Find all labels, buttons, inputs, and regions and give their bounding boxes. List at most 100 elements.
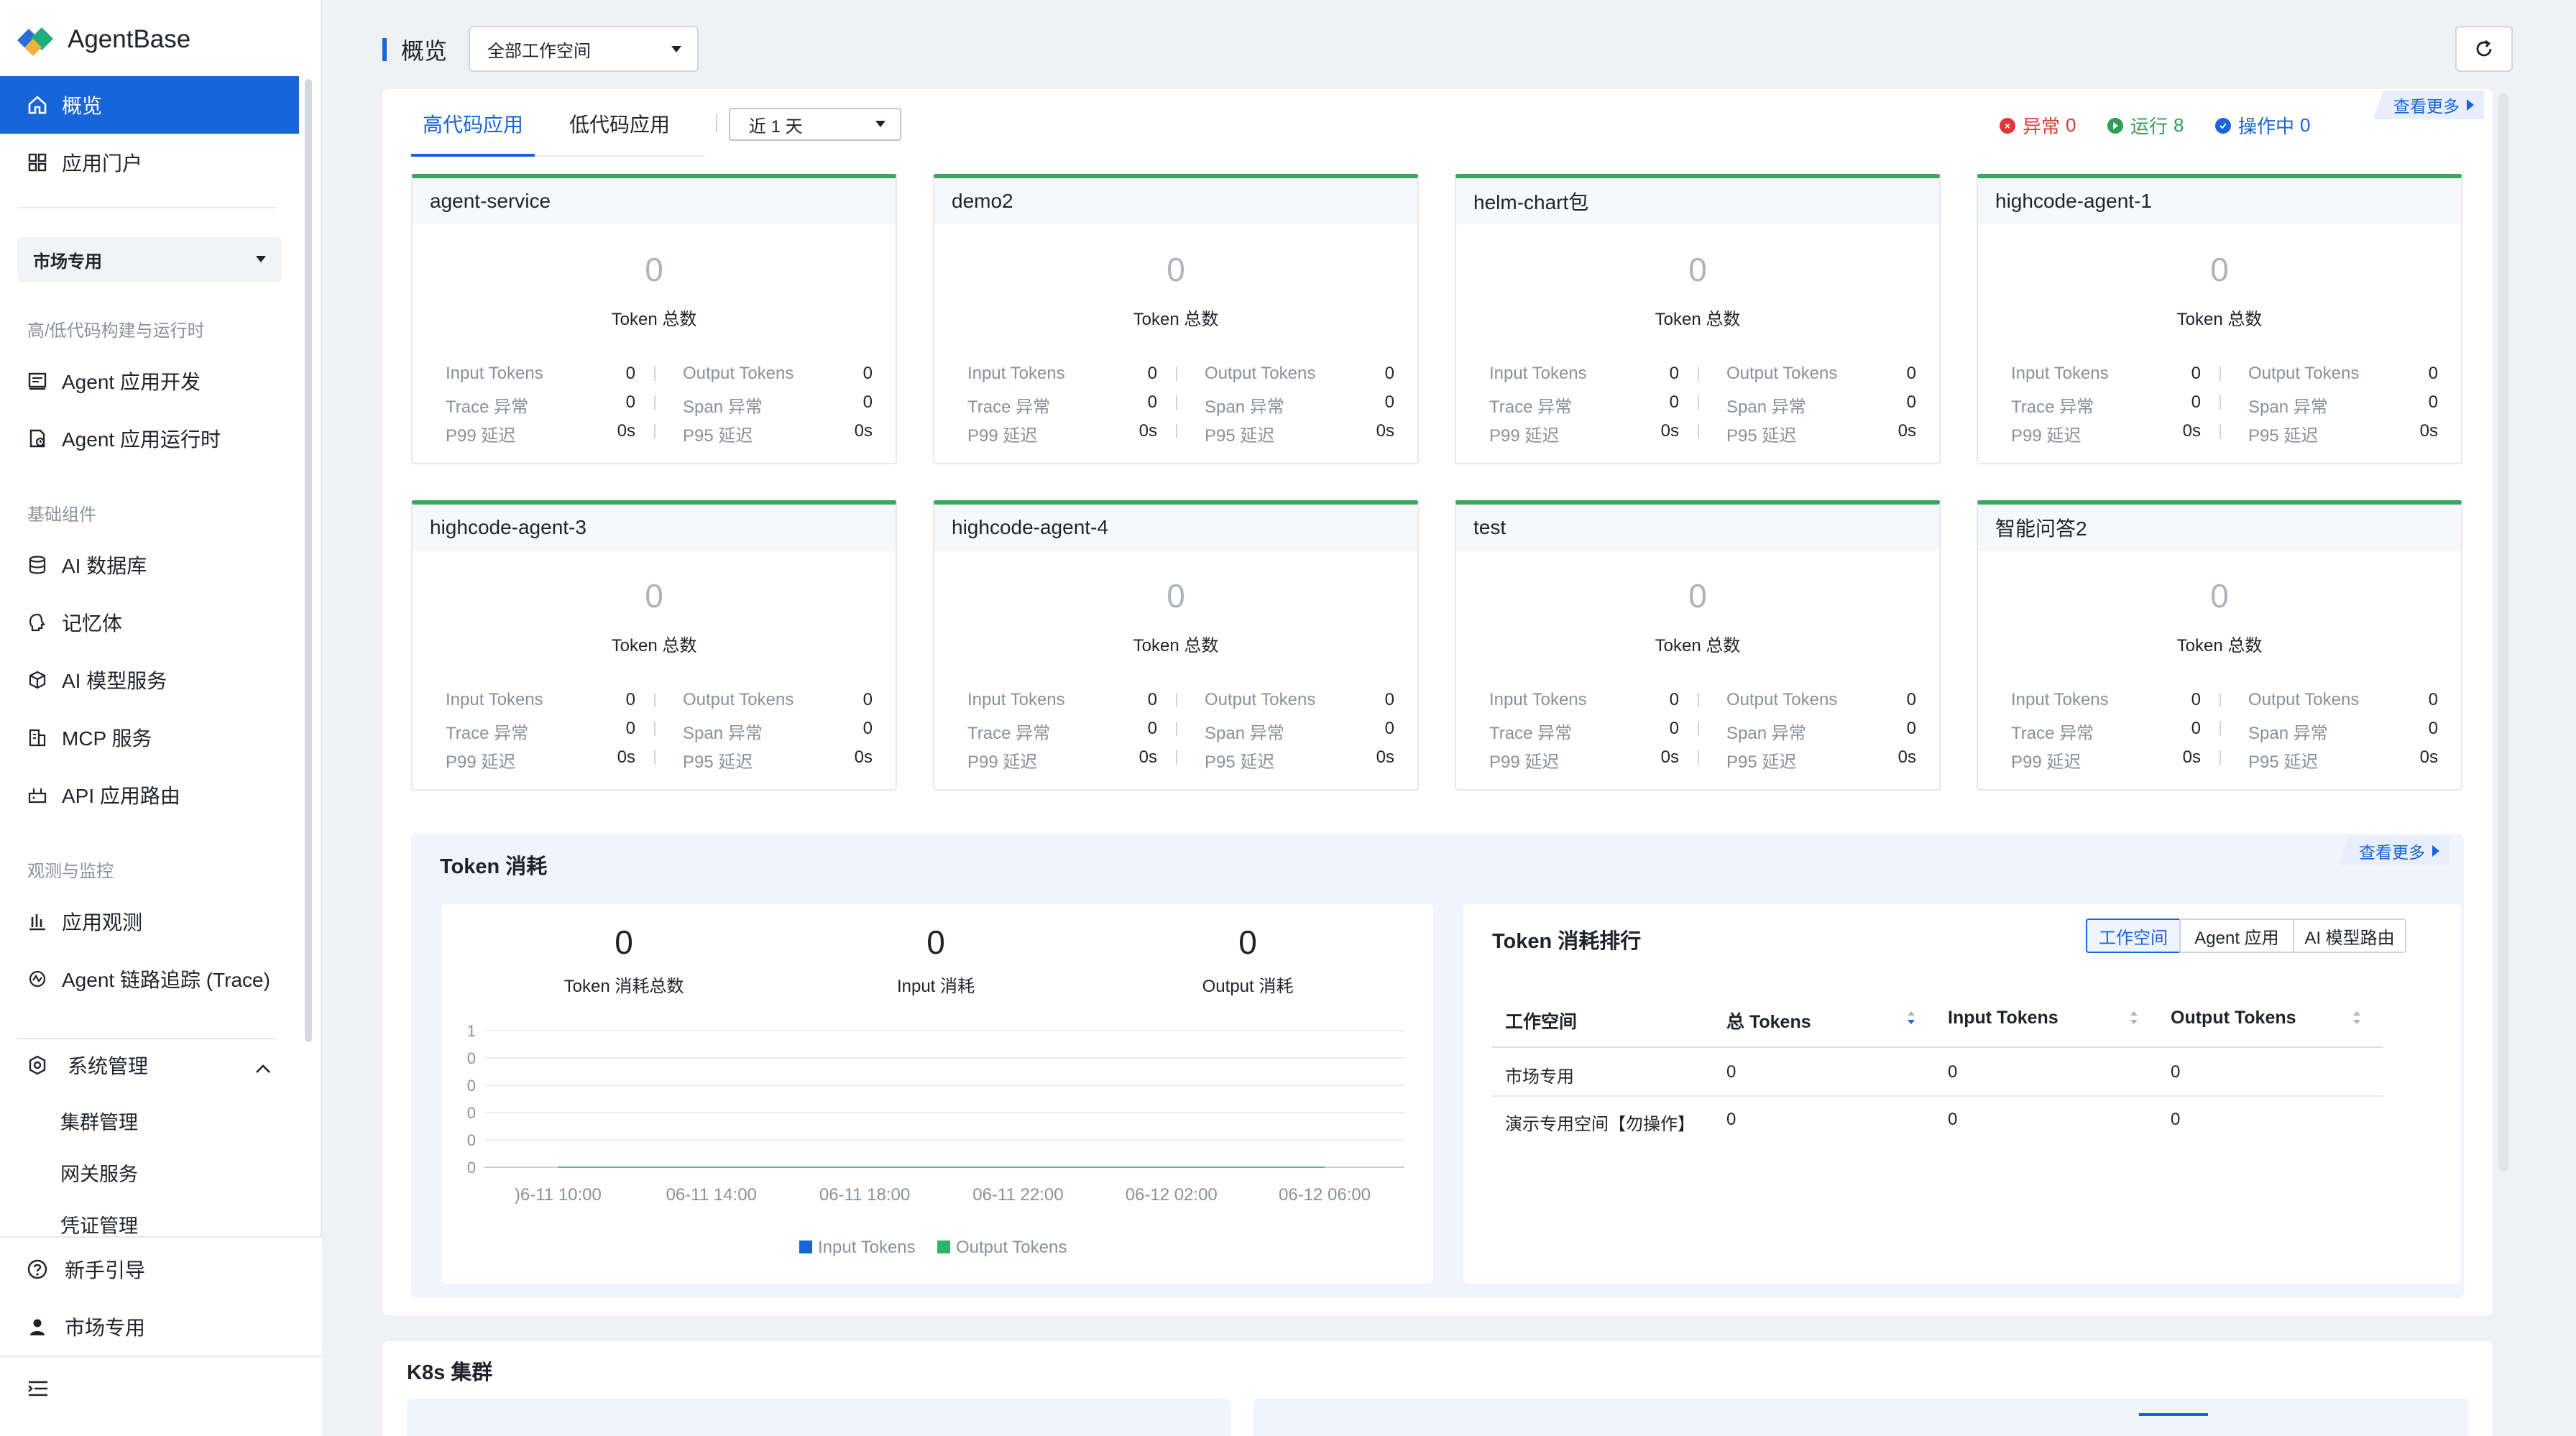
- metric-separator: [1698, 750, 1699, 765]
- nav-mcp[interactable]: MCP 服务: [0, 709, 299, 766]
- app-name: highcode-agent-4: [952, 516, 1108, 538]
- col-total-tokens[interactable]: 总 Tokens: [1726, 1012, 1811, 1032]
- nav-ai-database[interactable]: AI 数据库: [0, 536, 299, 594]
- building-icon: [26, 726, 49, 749]
- col-input-tokens[interactable]: Input Tokens: [1948, 1008, 2058, 1028]
- input-tokens-label: Input Tokens: [1489, 690, 1587, 709]
- nav-cluster-manage[interactable]: 集群管理: [60, 1112, 138, 1133]
- sidebar-workspace-select[interactable]: 市场专用: [17, 237, 282, 282]
- app-card-title: test: [1456, 505, 1939, 551]
- app-card[interactable]: agent-service 0 Token 总数 Input Tokens 0 Outpu…: [411, 174, 897, 464]
- app-card[interactable]: demo2 0 Token 总数 Input Tokens 0 Output Tokens…: [933, 174, 1419, 464]
- sort-icon[interactable]: [2352, 1008, 2362, 1028]
- trace-error-value: 0: [625, 719, 635, 738]
- app-logo[interactable]: AgentBase: [14, 19, 190, 60]
- nav-agent-runtime[interactable]: Agent 应用运行时: [0, 410, 299, 467]
- p99-value: 0s: [2182, 421, 2201, 441]
- output-tokens-label: Output Tokens: [683, 690, 794, 709]
- y-tick-label: 0: [467, 1131, 476, 1149]
- status-operating[interactable]: 操作中 0: [2215, 112, 2310, 139]
- nav-app-observe[interactable]: 应用观测: [0, 893, 299, 950]
- collapse-menu-icon[interactable]: [27, 1379, 49, 1402]
- p99-label: P99 延迟: [446, 752, 516, 772]
- app-token-total: 0: [1167, 577, 1185, 615]
- status-running[interactable]: 运行 8: [2107, 112, 2184, 139]
- tab-low-code[interactable]: 低代码应用: [569, 114, 671, 136]
- p95-value: 0s: [1376, 747, 1394, 767]
- y-tick-label: 0: [467, 1159, 476, 1177]
- sort-icon[interactable]: [1906, 1008, 1916, 1028]
- view-more-label: 查看更多: [2393, 97, 2460, 116]
- nav-system-admin[interactable]: 系统管理: [0, 1036, 299, 1094]
- col-output-tokens[interactable]: Output Tokens: [2171, 1008, 2296, 1028]
- nav-api-router[interactable]: API 应用路由: [0, 766, 299, 824]
- nav-agent-trace-label: Agent 链路追踪 (Trace): [62, 969, 270, 991]
- nav-user[interactable]: 市场专用: [0, 1298, 322, 1356]
- app-card[interactable]: highcode-agent-3 0 Token 总数 Input Tokens 0 Ou…: [411, 500, 897, 791]
- nav-ai-model[interactable]: AI 模型服务: [0, 651, 299, 709]
- view-more-apps-link[interactable]: 查看更多: [2373, 91, 2484, 119]
- nav-credential-manage[interactable]: 凭证管理: [60, 1215, 138, 1237]
- chevron-up-icon[interactable]: [254, 1057, 272, 1080]
- tab-high-code[interactable]: 高代码应用: [423, 114, 524, 136]
- main-scrollbar[interactable]: [2498, 93, 2508, 1172]
- nav-guide[interactable]: 新手引导: [0, 1241, 322, 1298]
- nav-mcp-label: MCP 服务: [62, 727, 152, 750]
- trace-error-value: 0: [2191, 719, 2201, 738]
- nav-gateway-service[interactable]: 网关服务: [60, 1164, 138, 1185]
- app-token-total: 0: [1688, 251, 1707, 288]
- status-operating-count: 0: [2300, 114, 2311, 136]
- input-tokens-label: Input Tokens: [1489, 364, 1587, 383]
- p99-label: P99 延迟: [2011, 752, 2082, 772]
- row-output-tokens: 0: [2171, 1110, 2181, 1129]
- output-tokens-value: 0: [862, 364, 873, 383]
- segment-workspace[interactable]: 工作空间: [2086, 919, 2181, 953]
- sidebar-divider: [17, 1038, 276, 1039]
- nav-memory[interactable]: 记忆体: [0, 594, 299, 651]
- app-card[interactable]: highcode-agent-1 0 Token 总数 Input Tokens 0 Ou…: [1977, 174, 2462, 464]
- app-card-title: agent-service: [413, 178, 896, 224]
- kpi-output-value: 0: [1238, 924, 1257, 961]
- kpi-output-label: Output 消耗: [1202, 977, 1294, 996]
- sidebar-scrollbar[interactable]: [305, 79, 312, 1042]
- span-error-label: Span 异常: [683, 397, 763, 417]
- app-token-total-label: Token 总数: [2176, 636, 2263, 655]
- app-card-title: demo2: [934, 178, 1417, 224]
- app-card[interactable]: 智能问答2 0 Token 总数 Input Tokens 0 Output Tokens…: [1977, 500, 2462, 791]
- app-card-title: highcode-agent-1: [1978, 178, 2461, 224]
- nav-agent-dev[interactable]: Agent 应用开发: [0, 352, 299, 410]
- refresh-button[interactable]: [2455, 26, 2513, 72]
- input-tokens-value: 0: [2191, 364, 2201, 383]
- legend-swatch: [937, 1241, 950, 1253]
- help-icon: [26, 1258, 49, 1281]
- cube-icon: [26, 668, 49, 691]
- app-card[interactable]: test 0 Token 总数 Input Tokens 0 Output Tokens 0…: [1455, 500, 1941, 791]
- segment-agent-app[interactable]: Agent 应用: [2179, 919, 2294, 953]
- segment-ai-model-router[interactable]: AI 模型路由: [2293, 919, 2406, 953]
- status-error[interactable]: × 异常 0: [2000, 112, 2076, 139]
- p99-value: 0s: [1660, 747, 1679, 767]
- nav-agent-trace[interactable]: Agent 链路追踪 (Trace): [0, 950, 299, 1008]
- view-more-token-link[interactable]: 查看更多: [2339, 837, 2450, 865]
- app-card[interactable]: highcode-agent-4 0 Token 总数 Input Tokens 0 Ou…: [933, 500, 1419, 791]
- nav-app-portal[interactable]: 应用门户: [0, 134, 299, 191]
- nav-user-label: 市场专用: [65, 1317, 146, 1339]
- memory-icon: [26, 611, 49, 634]
- app-token-total: 0: [645, 577, 663, 615]
- user-icon: [26, 1315, 49, 1338]
- input-tokens-value: 0: [1147, 690, 1157, 709]
- status-running-label: 运行: [2130, 116, 2168, 137]
- app-card-title: highcode-agent-3: [413, 505, 896, 551]
- app-card[interactable]: helm-chart包 0 Token 总数 Input Tokens 0 Output …: [1455, 174, 1941, 464]
- time-range-select[interactable]: 近 1 天: [729, 108, 901, 141]
- p95-label: P95 延迟: [1205, 752, 1275, 772]
- workspace-select[interactable]: 全部工作空间: [469, 26, 699, 72]
- p99-value: 0s: [617, 421, 635, 441]
- sort-icon[interactable]: [2129, 1008, 2139, 1028]
- y-tick-label: 0: [467, 1077, 476, 1095]
- p99-label: P99 延迟: [967, 752, 1038, 772]
- p99-value: 0s: [2182, 747, 2201, 767]
- agentbase-logo-icon: [14, 19, 59, 60]
- nav-overview[interactable]: 概览: [0, 76, 299, 134]
- app-token-total-label: Token 总数: [1655, 310, 1741, 329]
